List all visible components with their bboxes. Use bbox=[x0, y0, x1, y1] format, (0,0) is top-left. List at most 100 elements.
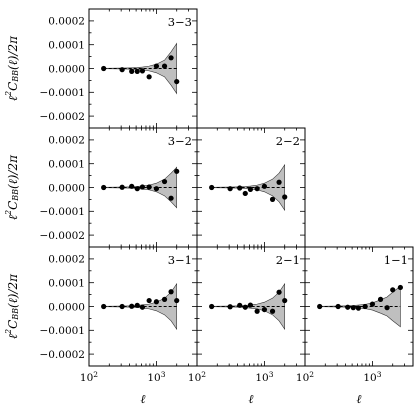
panel-label: 2−2 bbox=[276, 134, 300, 148]
data-point bbox=[390, 287, 396, 293]
data-point bbox=[119, 303, 125, 310]
data-point bbox=[119, 67, 125, 73]
x-tick-label: 102 bbox=[296, 370, 314, 384]
y-tick-label: −0.0002 bbox=[39, 230, 85, 242]
x-tick-label: 103 bbox=[147, 370, 165, 384]
x-axis-title: ℓ bbox=[357, 392, 362, 406]
plot-area bbox=[101, 166, 180, 209]
panel-label: 3−2 bbox=[168, 134, 192, 148]
y-tick-label: −0.0001 bbox=[39, 325, 85, 337]
data-point bbox=[153, 186, 160, 192]
data-point bbox=[174, 168, 180, 174]
panel-2-1: 2−1 102 103 bbox=[188, 246, 306, 384]
y-tick-label: 0.0000 bbox=[48, 301, 85, 313]
panel-label: 2−1 bbox=[276, 253, 300, 267]
data-point bbox=[139, 68, 146, 74]
data-point bbox=[397, 284, 403, 291]
data-point bbox=[242, 304, 248, 310]
data-point bbox=[237, 185, 243, 191]
x-tick-label: 102 bbox=[188, 370, 206, 384]
x-tick-label: 103 bbox=[255, 370, 273, 384]
x-tick-label: 103 bbox=[363, 370, 381, 384]
data-point bbox=[242, 190, 248, 197]
panel-2-2: 2−2 bbox=[196, 127, 306, 248]
data-point bbox=[146, 74, 152, 80]
data-point bbox=[168, 195, 174, 201]
data-point bbox=[161, 178, 168, 185]
data-point bbox=[101, 184, 107, 191]
data-point bbox=[261, 183, 268, 189]
data-point bbox=[377, 296, 384, 302]
panel-label: 1−1 bbox=[384, 253, 408, 267]
data-point bbox=[129, 68, 135, 74]
data-point bbox=[129, 303, 135, 309]
y-tick-label: −0.0001 bbox=[39, 87, 85, 99]
y-axis-title: ℓ2CBB(ℓ)/2π bbox=[4, 35, 20, 101]
y-tick-label: 0.0000 bbox=[48, 182, 85, 194]
data-point bbox=[237, 302, 243, 308]
data-point bbox=[355, 305, 362, 311]
data-point bbox=[247, 186, 254, 193]
plot-area bbox=[101, 282, 180, 331]
data-point bbox=[139, 304, 146, 310]
data-point bbox=[282, 297, 288, 304]
panels-layer: 3−3 −0.0002 −0.0001 0.0000 0.0001 0.0002 3−2 −0… bbox=[39, 8, 414, 384]
data-point bbox=[134, 68, 140, 74]
y-tick-label: −0.0001 bbox=[39, 206, 85, 218]
panel-label: 3−3 bbox=[168, 15, 192, 29]
data-point bbox=[276, 179, 282, 185]
y-tick-label: −0.0002 bbox=[39, 349, 85, 361]
data-point bbox=[384, 305, 390, 311]
data-point bbox=[282, 194, 288, 200]
y-axis-titles: ℓ2CBB(ℓ)/2π ℓ2CBB(ℓ)/2π ℓ2CBB(ℓ)/2π bbox=[4, 35, 20, 339]
y-tick-label: 0.0002 bbox=[48, 135, 85, 147]
data-point bbox=[161, 296, 168, 302]
panel-1-1: 1−1 102 103 bbox=[296, 246, 414, 384]
data-point bbox=[269, 308, 276, 314]
data-point bbox=[153, 63, 160, 69]
data-point bbox=[119, 184, 125, 190]
y-tick-label: 0.0000 bbox=[48, 63, 85, 75]
data-point bbox=[350, 305, 356, 311]
data-point bbox=[247, 302, 254, 308]
y-tick-label: −0.0002 bbox=[39, 111, 85, 123]
y-tick-label: 0.0002 bbox=[48, 16, 85, 28]
x-axis-title: ℓ bbox=[249, 392, 254, 406]
data-point bbox=[101, 303, 107, 310]
data-point bbox=[209, 184, 215, 191]
panel-3-2: 3−2 −0.0002 −0.0001 0.0000 0.0001 0.0002 bbox=[39, 127, 198, 248]
data-point bbox=[345, 304, 351, 310]
plot-area bbox=[317, 284, 403, 328]
data-point bbox=[254, 308, 260, 314]
data-point bbox=[261, 306, 268, 313]
y-axis-title: ℓ2CBB(ℓ)/2π bbox=[4, 154, 20, 220]
data-point bbox=[168, 289, 174, 295]
x-tick-label: 102 bbox=[80, 370, 98, 384]
plot-area bbox=[209, 163, 288, 212]
data-point bbox=[174, 297, 180, 304]
data-point bbox=[317, 303, 323, 310]
data-point bbox=[168, 55, 174, 61]
data-point bbox=[254, 186, 260, 192]
data-point bbox=[269, 196, 276, 202]
data-point bbox=[146, 297, 152, 304]
data-point bbox=[146, 184, 152, 190]
data-point bbox=[227, 304, 233, 310]
data-point bbox=[139, 184, 146, 190]
y-tick-label: 0.0001 bbox=[48, 159, 85, 171]
data-point bbox=[134, 186, 140, 192]
y-tick-label: 0.0001 bbox=[48, 278, 85, 290]
data-point bbox=[174, 78, 180, 85]
data-point bbox=[161, 63, 168, 69]
data-point bbox=[209, 303, 215, 310]
panel-label: 3−1 bbox=[168, 253, 192, 267]
y-tick-label: 0.0002 bbox=[48, 254, 85, 266]
plot-area bbox=[209, 282, 288, 331]
panel-3-1: 3−1 −0.0002 −0.0001 0.0000 0.0001 0.0002 102 10… bbox=[39, 246, 198, 384]
y-tick-label: 0.0001 bbox=[48, 40, 85, 52]
data-point bbox=[101, 65, 107, 72]
plot-area bbox=[101, 42, 180, 95]
panel-3-3: 3−3 −0.0002 −0.0001 0.0000 0.0001 0.0002 bbox=[39, 8, 198, 129]
